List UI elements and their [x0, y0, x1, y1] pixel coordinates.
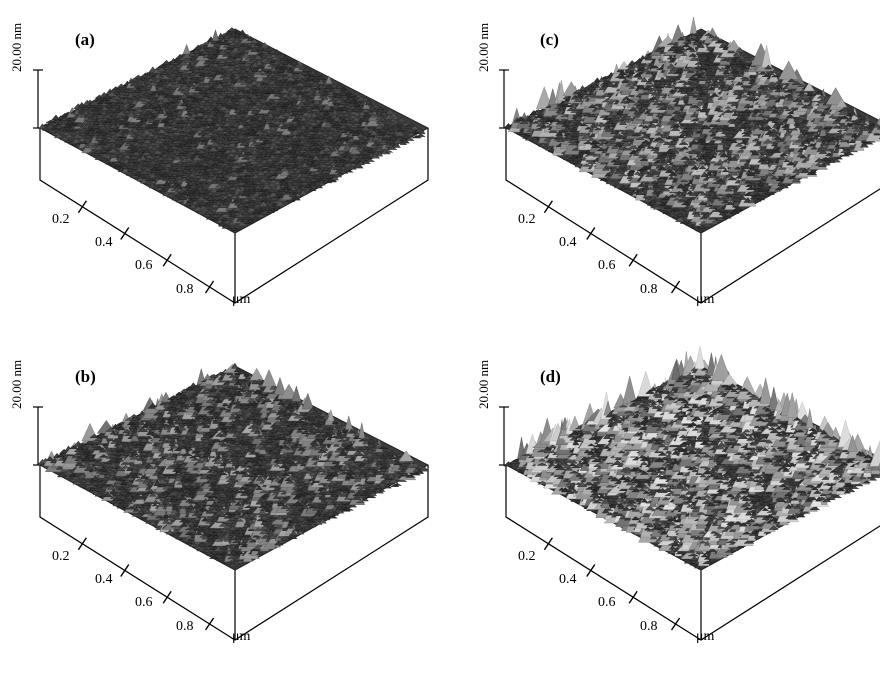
tick-c-3: 0.6	[598, 258, 616, 273]
tick-d-4: 0.8	[640, 619, 658, 634]
box-outline	[505, 128, 880, 304]
x-tick-mark	[204, 617, 215, 631]
z-axis-label-d: 20.00 nm	[476, 359, 491, 409]
x-tick-mark	[586, 564, 596, 577]
panel-label-c: (c)	[540, 30, 559, 49]
unit-a: μm	[232, 292, 251, 307]
tick-b-2: 0.4	[95, 572, 113, 587]
z-axis-label-a: 20.00 nm	[9, 22, 24, 72]
afm-surface-b	[33, 362, 430, 641]
unit-d: μm	[696, 629, 715, 644]
x-tick-mark	[628, 253, 638, 267]
unit-b: μm	[232, 629, 251, 644]
x-tick-mark	[670, 617, 681, 631]
surface	[38, 27, 430, 234]
panel-a: (a) 20.00 nm 0.2 0.4 0.6 0.8 μm	[0, 0, 440, 337]
box-outline	[39, 128, 429, 304]
x-tick-mark	[77, 537, 87, 551]
box-outline	[39, 465, 429, 641]
tick-b-3: 0.6	[135, 595, 153, 610]
panel-d: (d) 20.00 nm 0.2 0.4 0.6 0.8 μm	[440, 337, 880, 674]
afm-surface-c	[499, 16, 880, 304]
x-tick-mark	[628, 590, 638, 604]
x-tick-mark	[120, 227, 130, 240]
surface	[503, 346, 880, 571]
x-tick-mark	[162, 253, 172, 267]
tick-a-4: 0.8	[176, 282, 194, 297]
x-tick-mark	[543, 537, 553, 551]
x-tick-mark	[204, 280, 215, 294]
tick-d-2: 0.4	[559, 572, 577, 587]
tick-d-1: 0.2	[518, 549, 536, 564]
tick-a-2: 0.4	[95, 235, 113, 250]
panel-b: (b) 20.00 nm 0.2 0.4 0.6 0.8 μm	[0, 337, 440, 674]
tick-c-1: 0.2	[518, 212, 536, 227]
surface	[503, 16, 880, 234]
afm-surface-a	[33, 27, 430, 304]
panel-label-b: (b)	[75, 367, 96, 386]
x-tick-mark	[77, 200, 87, 214]
tick-d-3: 0.6	[598, 595, 616, 610]
x-tick-mark	[120, 564, 130, 577]
unit-c: μm	[696, 292, 715, 307]
tick-c-2: 0.4	[559, 235, 577, 250]
tick-c-4: 0.8	[640, 282, 658, 297]
x-tick-mark	[162, 590, 172, 604]
x-tick-mark	[670, 280, 681, 294]
x-tick-mark	[543, 200, 553, 214]
tick-b-1: 0.2	[52, 549, 70, 564]
box-outline	[505, 465, 880, 641]
tick-a-3: 0.6	[135, 258, 153, 273]
tick-b-4: 0.8	[176, 619, 194, 634]
z-axis-label-b: 20.00 nm	[9, 359, 24, 409]
z-axis-label-c: 20.00 nm	[476, 22, 491, 72]
panel-label-a: (a)	[75, 30, 95, 49]
panel-c: (c) 20.00 nm 0.2 0.4 0.6 0.8 μm	[440, 0, 880, 337]
panel-label-d: (d)	[540, 367, 561, 386]
x-tick-mark	[586, 227, 596, 240]
surface	[37, 362, 430, 571]
tick-a-1: 0.2	[52, 212, 70, 227]
afm-surface-d	[499, 346, 880, 641]
